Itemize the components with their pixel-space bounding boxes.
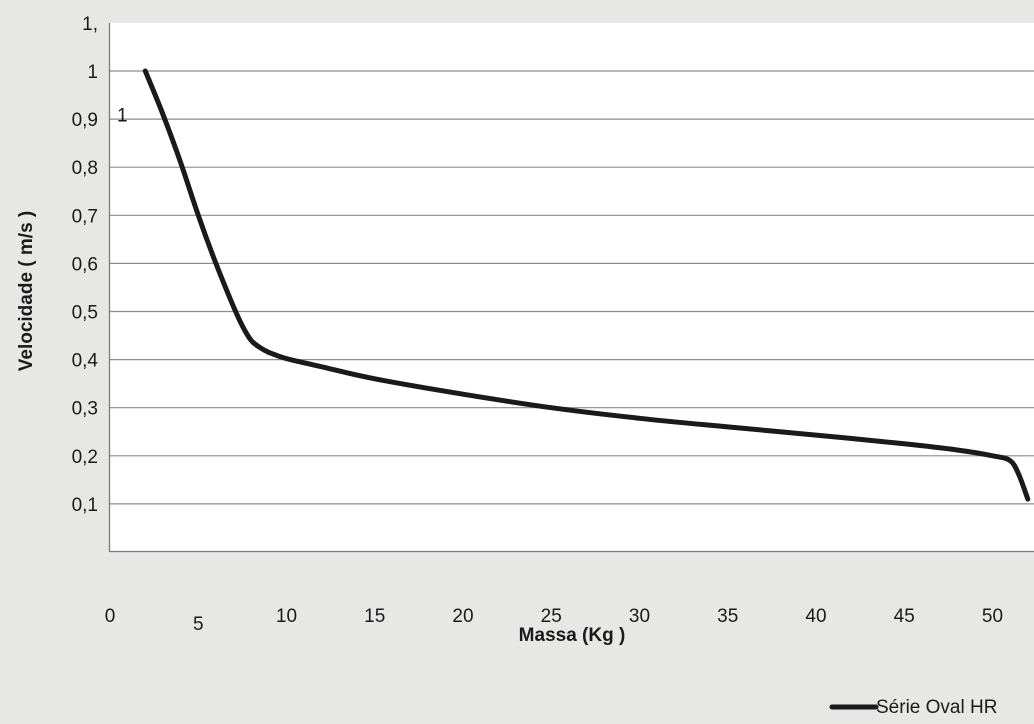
x-tick-label: 45 (894, 606, 915, 627)
y-tick-label: 0,7 (72, 206, 98, 227)
x-tick-label: 5 (193, 614, 204, 635)
x-tick-labels: 0 5 10 15 20 25 30 35 40 45 50 (105, 606, 1003, 635)
y-tick-label: 0,9 (72, 110, 98, 131)
legend: Série Oval HR (829, 697, 997, 718)
y-tick-label: 0,3 (72, 399, 98, 420)
legend-label: Série Oval HR (876, 697, 997, 718)
y-tick-label: 0,1 (72, 495, 98, 516)
y-tick-label: 0,8 (72, 158, 98, 179)
x-tick-label: 50 (982, 606, 1003, 627)
series-line (142, 68, 1031, 502)
x-tick-label: 20 (452, 606, 473, 627)
y-tick-label: 0,6 (72, 254, 98, 275)
y-axis-title: Velocidade ( m/s ) (16, 211, 37, 372)
annotations: 1 (117, 105, 128, 126)
series-lines (142, 68, 1031, 502)
gridlines (110, 70, 1034, 505)
y-tick-label: 1, (82, 14, 98, 35)
annotation-label: 1 (117, 105, 128, 126)
y-tick-label: 0,5 (72, 303, 98, 324)
plot-area (109, 23, 1034, 552)
x-tick-label: 40 (805, 606, 826, 627)
x-tick-label: 15 (364, 606, 385, 627)
y-tick-label: 0,4 (72, 351, 99, 372)
x-tick-label: 10 (276, 606, 297, 627)
y-tick-labels: 0,1 0,2 0,3 0,4 0,5 0,6 0,7 0,8 0,9 1 1, (72, 14, 99, 516)
x-tick-label: 30 (629, 606, 650, 627)
y-tick-label: 1 (87, 62, 98, 83)
x-tick-label: 0 (105, 606, 116, 627)
x-tick-label: 35 (717, 606, 738, 627)
x-tick-label: 25 (541, 606, 562, 627)
y-tick-label: 0,2 (72, 447, 98, 468)
x-axis-title: Massa (Kg ) (519, 625, 626, 646)
